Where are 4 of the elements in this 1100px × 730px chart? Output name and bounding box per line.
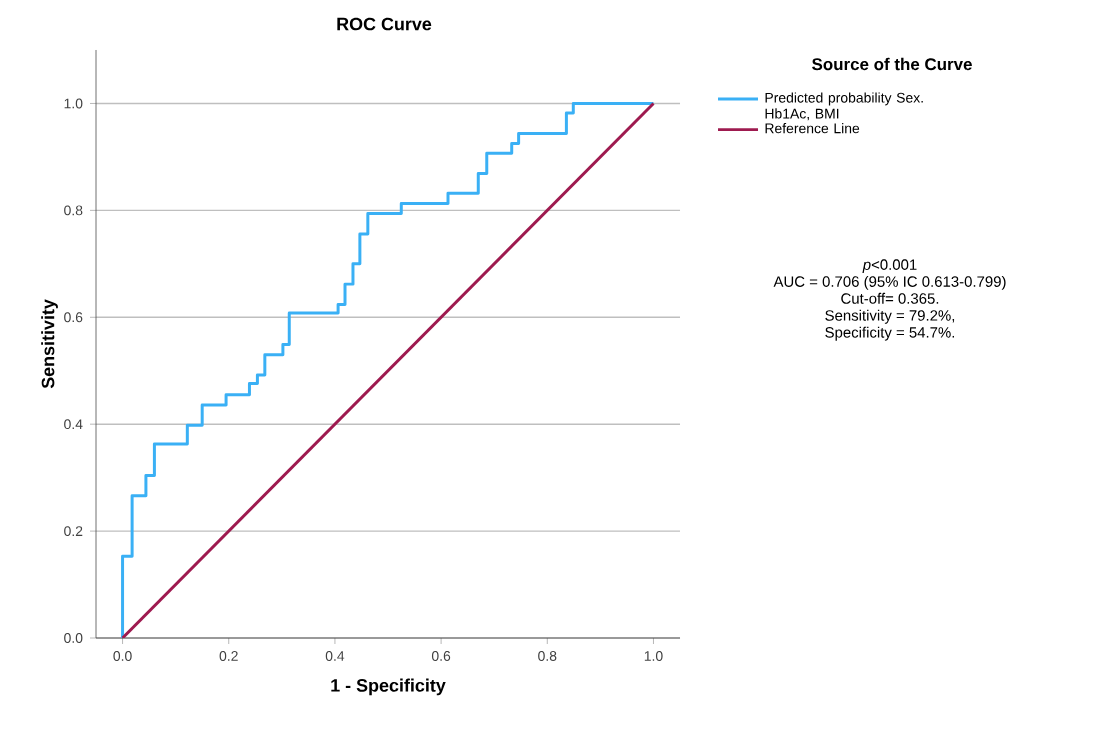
chart-title: ROC Curve (337, 17, 432, 31)
x-axis-title: 1 - Specificity (331, 678, 446, 696)
legend-title: Source of the Curve (812, 57, 972, 71)
y-axis-title: Sensitivity (41, 299, 58, 389)
